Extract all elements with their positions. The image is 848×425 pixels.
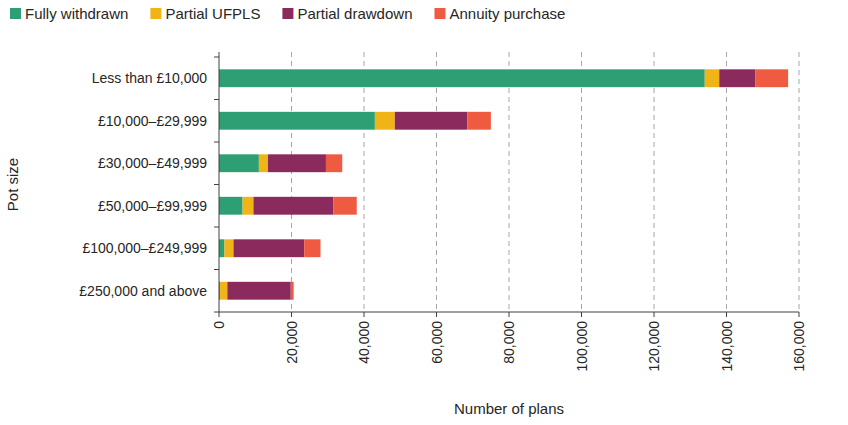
category-tick xyxy=(214,57,219,58)
category-tick xyxy=(214,312,219,313)
category-tick xyxy=(214,99,219,100)
bar-segment xyxy=(375,112,395,130)
category-tick xyxy=(214,142,219,143)
category-label: £30,000–£49,999 xyxy=(98,155,207,171)
category-label: £10,000–£29,999 xyxy=(98,113,207,129)
legend-swatch xyxy=(434,8,445,19)
tick-label: 60,000 xyxy=(429,321,445,364)
bar-segment xyxy=(705,69,720,87)
y-axis-label: Pot size xyxy=(4,158,21,211)
tick-mark xyxy=(291,312,292,317)
tick-label: 40,000 xyxy=(356,321,372,364)
tick-label: 160,000 xyxy=(791,321,807,372)
grid-line xyxy=(654,52,655,312)
legend-label: Partial drawdown xyxy=(297,5,412,22)
x-axis xyxy=(219,312,799,313)
y-ticks: Less than £10,000 £10,000–£29,999 £30,000–… xyxy=(79,57,219,312)
tick-mark xyxy=(219,312,220,317)
bar-segment xyxy=(326,154,342,172)
bar-segment xyxy=(259,154,268,172)
grid-line xyxy=(509,52,510,312)
bar-segment xyxy=(467,112,491,130)
x-ticks: 0 20,000 40,000 60,000 80,000 100,000 120,000 1… xyxy=(211,312,807,372)
bar-segment xyxy=(219,197,243,215)
tick-mark xyxy=(509,312,510,317)
bar-segment xyxy=(756,69,789,87)
bar-segment xyxy=(219,69,705,87)
tick-mark xyxy=(436,312,437,317)
bar-segment xyxy=(304,239,320,257)
bar-segment xyxy=(253,197,333,215)
x-axis-label: Number of plans xyxy=(454,400,564,417)
grid xyxy=(292,52,800,312)
category-label: £100,000–£249,999 xyxy=(82,240,207,256)
bar-segment xyxy=(395,112,468,130)
grid-line xyxy=(799,52,800,312)
legend-swatch xyxy=(282,8,293,19)
category-tick xyxy=(214,227,219,228)
tick-label: 120,000 xyxy=(646,321,662,372)
bar-segment xyxy=(243,197,254,215)
bar-segment xyxy=(268,154,326,172)
bar-segment xyxy=(219,112,375,130)
tick-mark xyxy=(799,312,800,317)
grid-line xyxy=(581,52,582,312)
category-tick xyxy=(214,184,219,185)
bar-segment xyxy=(219,239,224,257)
category-tick xyxy=(214,269,219,270)
legend-swatch xyxy=(150,8,161,19)
grid-line xyxy=(436,52,437,312)
category-label: £250,000 and above xyxy=(79,283,207,299)
legend-label: Annuity purchase xyxy=(449,5,565,22)
bar-segment xyxy=(719,69,755,87)
legend-label: Fully withdrawn xyxy=(25,5,128,22)
bar-segment xyxy=(234,239,305,257)
legend: Fully withdrawn Partial UFPLS Partial draw… xyxy=(10,5,565,22)
bar-segment xyxy=(219,154,259,172)
tick-mark xyxy=(581,312,582,317)
chart: 0 20,000 40,000 60,000 80,000 100,000 120,000 1… xyxy=(0,0,848,425)
grid-line xyxy=(291,52,292,312)
grid-line xyxy=(726,52,727,312)
category-label: Less than £10,000 xyxy=(92,70,207,86)
tick-mark xyxy=(654,312,655,317)
tick-label: 100,000 xyxy=(574,321,590,372)
category-label: £50,000–£99,999 xyxy=(98,198,207,214)
tick-label: 0 xyxy=(211,321,227,329)
y-axis xyxy=(219,52,220,312)
legend-label: Partial UFPLS xyxy=(165,5,260,22)
bar-segment xyxy=(291,282,294,300)
bars xyxy=(219,69,788,299)
bar-segment xyxy=(220,282,227,300)
tick-mark xyxy=(364,312,365,317)
bar-segment xyxy=(227,282,290,300)
grid-line xyxy=(364,52,365,312)
legend-swatch xyxy=(10,8,21,19)
bar-segment xyxy=(224,239,233,257)
bar-segment xyxy=(333,197,357,215)
tick-label: 140,000 xyxy=(719,321,735,372)
tick-label: 80,000 xyxy=(501,321,517,364)
tick-label: 20,000 xyxy=(284,321,300,364)
tick-mark xyxy=(726,312,727,317)
